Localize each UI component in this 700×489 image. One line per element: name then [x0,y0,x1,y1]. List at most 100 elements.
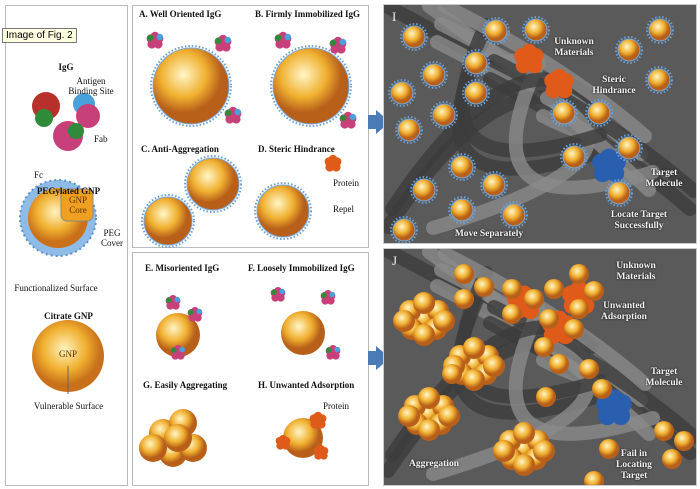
gnp-core [648,18,672,42]
citrate-gnp-icon [418,387,440,409]
peg-gnp-icon [430,101,458,129]
gnp-core [607,181,631,205]
gnp-core [562,145,586,169]
citrate-gnp-icon [281,311,325,355]
citrate-gnp-icon [534,337,554,357]
igg-icon [275,39,285,49]
label-g: G. Easily Aggregating [143,380,228,390]
gnp-core [647,68,671,92]
label-d: D. Steric Hindrance [258,144,335,154]
citrate-gnp-icon [539,309,559,329]
citrate-gnp-icon [584,281,604,301]
peg-gnp-icon [646,16,674,44]
locate-target-label: Locate Target Successfully [610,210,668,231]
gnp-core [524,18,548,42]
panel-j-illustration [384,249,696,485]
gnp-core [422,63,446,87]
igg-icon [221,42,231,52]
fiber [508,303,660,441]
label-a: A. Well Oriented IgG [139,9,222,19]
igg-icon [215,37,222,44]
igg-icon [147,39,157,49]
citrate-gnp-icon [599,439,619,459]
igg-icon [166,301,175,310]
middle-top-illustrations [141,31,357,248]
citrate-gnp-icon [393,310,415,332]
citrate-gnp-icon [442,364,462,384]
igg-icon [171,301,180,310]
protein-icon [314,451,323,460]
gnp-core [392,218,416,242]
aggregation-label: Aggregation [409,459,459,469]
igg-icon [166,297,172,303]
fc-label: Fc [34,170,43,180]
label-f: F. Loosely Immobilized IgG [248,263,355,273]
igg-icon [326,296,335,305]
target-molecule-icon [597,406,617,426]
protein-icon [316,419,326,429]
vulnerable-label: Vulnerable Surface [33,401,104,411]
igg-icon [321,292,327,298]
fab-label: Fab [94,134,108,144]
protein-icon [319,451,328,460]
igg-icon [231,114,241,124]
citrate-title: Citrate GNP [44,311,93,321]
protein-icon [279,434,287,443]
igg-icon [321,296,330,305]
peg-gnp-icon [400,23,428,51]
citrate-gnp-icon [674,431,694,451]
citrate-gnp-icon [569,264,589,284]
igg-icon [188,313,197,322]
gnp-core [484,19,508,43]
igg-title: IgG [58,62,74,72]
panel-i: I Unknown Materials Steric Hindrance Tar… [383,4,697,244]
igg-icon [329,291,335,298]
citrate-gnp-icon [413,292,435,314]
citrate-gnp-icon [564,319,584,339]
igg-icon [193,313,202,322]
gnp-core [482,173,506,197]
gnp-core [402,25,426,49]
middle-bottom-panel: E. Misoriented IgG F. Loosely Immobilize… [132,252,369,486]
igg-icon [340,114,347,122]
citrate-gnp-icon [502,279,522,299]
igg-icon [276,293,285,302]
tooltip: Image of Fig. 2 [2,28,77,43]
gnp-core [143,196,193,246]
peg-gnp-icon [462,79,490,107]
igg-icon [331,351,340,360]
peg-gnp-icon [410,176,438,204]
panel-i-label: I [392,9,397,24]
igg-icon [271,289,277,295]
target-molecule-label: Target Molecule [645,367,683,388]
citrate-gnp-icon [654,421,674,441]
igg-icon [171,351,180,360]
igg-icon [225,109,232,117]
citrate-gnp-icon [32,320,104,394]
fiber [508,55,660,195]
panel-i-illustration [384,5,696,243]
peg-gnp-icon [150,45,232,127]
citrate-gnp-icon [584,471,604,485]
igg-icon [330,44,340,54]
gnp-core [432,103,456,127]
peg-gnp-icon [184,155,242,213]
igg-icon [284,33,291,41]
functionalized-label: Functionalized Surface [14,283,98,293]
citrate-gnp-icon [433,310,455,332]
gnp-core [617,38,641,62]
gnp-core-label: GNP Core [68,195,87,215]
move-separately-label: Move Separately [454,229,524,239]
citrate-gnp-icon [474,277,494,297]
panel-j-label: J [392,253,398,268]
target-molecule-icon [593,164,612,183]
citrate-gnp-icon [513,454,535,476]
fail-locating-label: Fail in Locating Target [616,449,652,481]
unknown-material-icon [521,43,537,60]
middle-top-panel: A. Well Oriented IgG B. Firmly Immobiliz… [132,5,369,248]
citrate-gnp-icon [463,369,485,391]
citrate-gnp-icon [483,355,505,377]
igg-icon [346,119,356,129]
igg-icon [196,308,202,315]
gnp-core [502,203,526,227]
